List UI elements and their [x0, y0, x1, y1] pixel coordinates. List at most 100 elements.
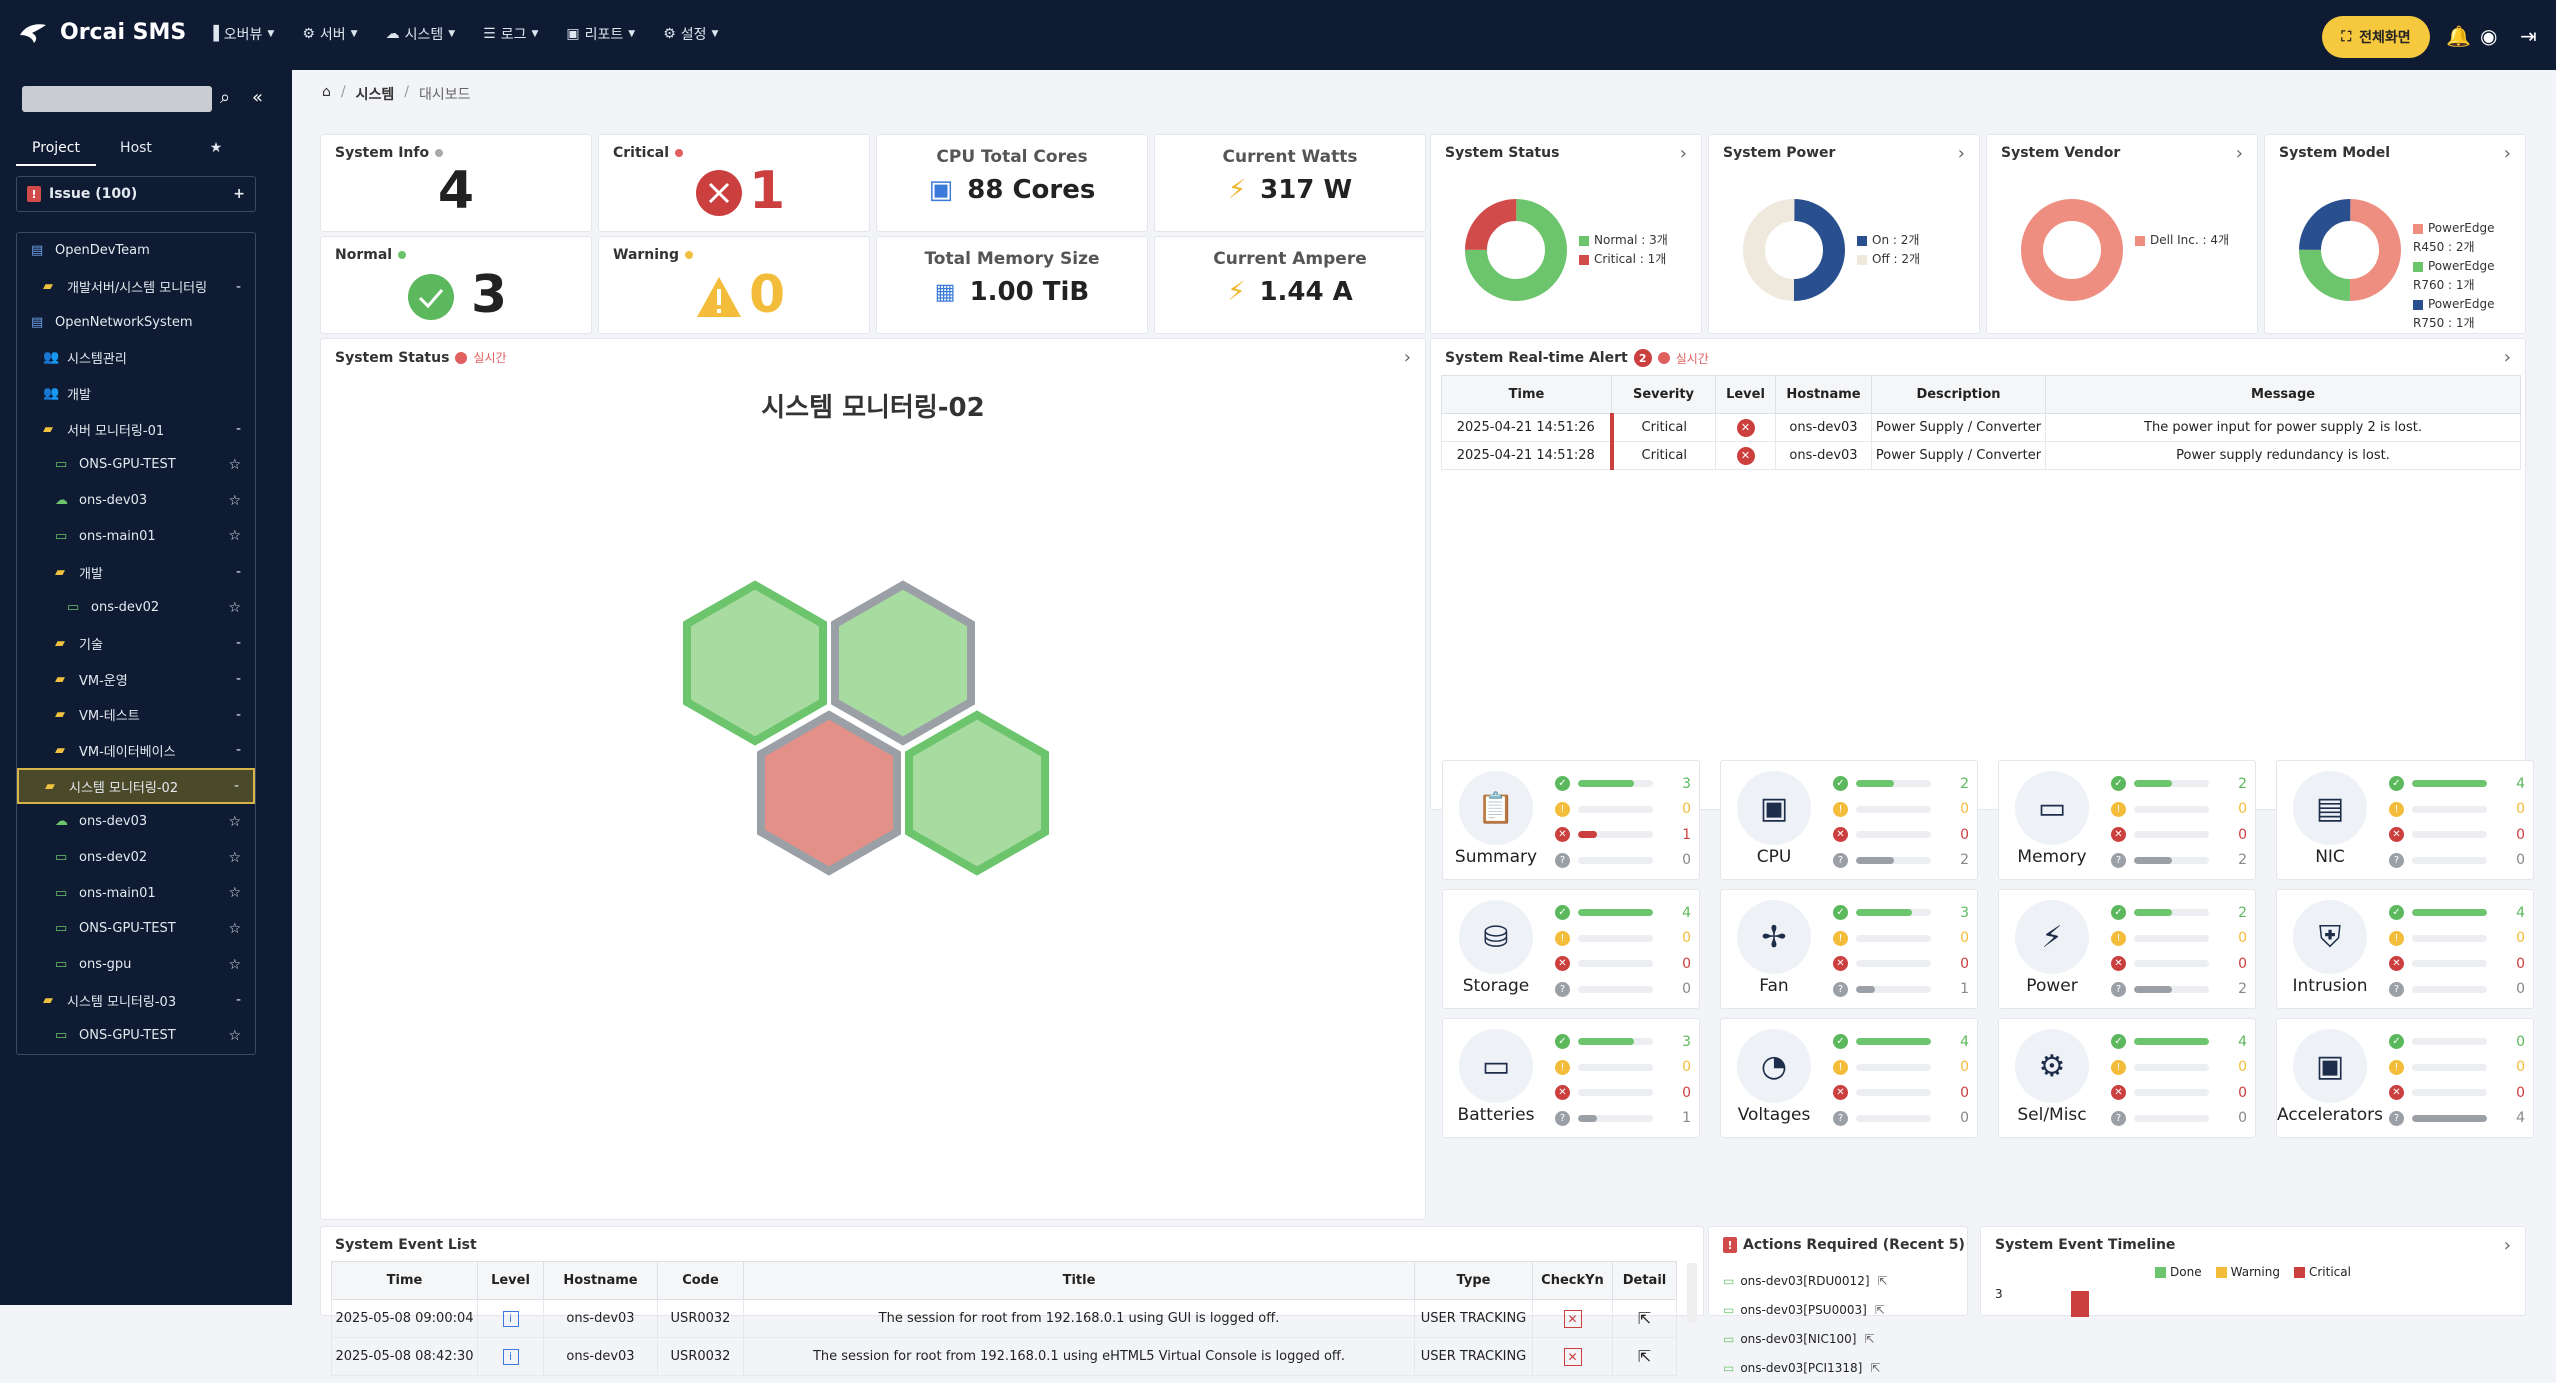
external-link-icon[interactable]: ⇱ — [1864, 1332, 1875, 1346]
tree-node[interactable]: ▰ VM-운영 - — [17, 661, 255, 697]
column-header[interactable]: Code — [657, 1261, 744, 1300]
component-card[interactable]: 📋 Summary ✓ 3! 0 ✕ 1? 0 — [1442, 760, 1700, 880]
event-detail[interactable]: ⇱ — [1612, 1337, 1677, 1376]
top-menu-item[interactable]: ☰ 로그 ▼ — [483, 24, 538, 44]
column-header[interactable]: Level — [1715, 375, 1776, 414]
tree-node[interactable]: 👥 개발 — [17, 376, 255, 412]
logout-icon[interactable]: ⇥ — [2520, 24, 2537, 48]
tree-node[interactable]: ▭ ons-dev02 ☆ — [17, 840, 255, 876]
component-card[interactable]: ▭ Batteries ✓ 3! 0 ✕ 0? 1 — [1442, 1018, 1700, 1138]
top-menu-item[interactable]: ⚙ 서버 ▼ — [302, 24, 357, 44]
component-card[interactable]: ▤ NIC ✓ 4! 0 ✕ 0? 0 — [2276, 760, 2534, 880]
component-card[interactable]: ◔ Voltages ✓ 4! 0 ✕ 0? 0 — [1720, 1018, 1978, 1138]
tree-node[interactable]: ▰ 시스템 모니터링-03 - — [17, 982, 255, 1018]
timeline-bar[interactable] — [2071, 1291, 2089, 1317]
home-icon[interactable]: ⌂ — [322, 84, 331, 100]
external-link-icon[interactable]: ⇱ — [1637, 1347, 1652, 1366]
column-header[interactable]: Hostname — [543, 1261, 658, 1300]
tree-node[interactable]: ▰ 개발서버/시스템 모니터링 - — [17, 269, 255, 305]
collapse-toggle[interactable]: - — [235, 635, 241, 652]
unchecked-icon[interactable]: ✕ — [1563, 1309, 1582, 1328]
star-icon[interactable]: ☆ — [228, 849, 241, 866]
external-link-icon[interactable]: ⇱ — [1877, 1274, 1888, 1288]
top-menu-item[interactable]: ▣ 리포트 ▼ — [566, 24, 635, 44]
tree-node[interactable]: ▤ OpenNetworkSystem — [17, 304, 255, 340]
chevron-right-icon[interactable]: › — [1403, 347, 1411, 368]
column-header[interactable]: Type — [1414, 1261, 1533, 1300]
chevron-right-icon[interactable]: › — [2235, 143, 2243, 164]
breadcrumb-level1[interactable]: 시스템 — [355, 87, 395, 103]
table-row[interactable]: 2025-04-21 14:51:26 Critical ✕ ons-dev03 Pow… — [1441, 413, 2521, 442]
column-header[interactable]: Message — [2045, 375, 2521, 414]
component-card[interactable]: ⛁ Storage ✓ 4! 0 ✕ 0? 0 — [1442, 889, 1700, 1009]
column-header[interactable]: Description — [1871, 375, 2046, 414]
star-icon[interactable]: ☆ — [228, 492, 241, 509]
column-header[interactable]: Detail — [1612, 1261, 1677, 1300]
table-row[interactable]: 2025-04-21 14:51:28 Critical ✕ ons-dev03 Pow… — [1441, 441, 2521, 470]
bell-icon[interactable]: 🔔 — [2446, 24, 2471, 48]
star-icon[interactable]: ☆ — [228, 1027, 241, 1044]
star-icon[interactable]: ☆ — [228, 813, 241, 830]
tree-node[interactable]: ▭ ons-dev02 ☆ — [17, 590, 255, 626]
host-hexagon[interactable] — [683, 580, 827, 746]
table-row[interactable]: 2025-05-08 08:42:30 i ons-dev03 USR0032 The … — [331, 1337, 1677, 1376]
column-header[interactable]: Time — [1441, 375, 1612, 414]
top-menu-item[interactable]: ⚙ 설정 ▼ — [663, 24, 718, 44]
system-info-card[interactable]: System Info 4 — [320, 134, 592, 232]
normal-card[interactable]: Normal 3 — [320, 236, 592, 334]
chevron-right-icon[interactable]: › — [1679, 143, 1687, 164]
collapse-toggle[interactable]: - — [235, 742, 241, 759]
event-checkyn[interactable]: ✕ — [1532, 1337, 1613, 1376]
component-card[interactable]: ▣ Accelerators ✓ 0! 0 ✕ 0? 4 — [2276, 1018, 2534, 1138]
collapse-toggle[interactable]: - — [233, 778, 239, 795]
external-link-icon[interactable]: ⇱ — [1870, 1361, 1881, 1375]
action-item[interactable]: ▭ ons-dev03[RDU0012] ⇱ — [1723, 1267, 1888, 1296]
donut-slice[interactable] — [2299, 199, 2401, 301]
tree-node[interactable]: ▰ 개발 - — [17, 554, 255, 590]
tree-node[interactable]: ▰ 시스템 모니터링-02 - — [17, 768, 255, 804]
tab-host[interactable]: Host — [120, 140, 152, 156]
collapse-toggle[interactable]: - — [235, 421, 241, 438]
tab-project[interactable]: Project — [16, 132, 96, 166]
star-icon[interactable]: ☆ — [228, 885, 241, 902]
event-scrollbar[interactable] — [1687, 1263, 1697, 1323]
critical-card[interactable]: Critical 1 — [598, 134, 870, 232]
collapse-toggle[interactable]: - — [235, 564, 241, 581]
donut-card[interactable]: System Status › Normal : 3개 Critical : 1개 — [1430, 134, 1702, 334]
column-header[interactable]: CheckYn — [1532, 1261, 1613, 1300]
tree-node[interactable]: ▤ OpenDevTeam — [17, 233, 255, 269]
action-item[interactable]: ▭ ons-dev03[PSU0003] ⇱ — [1723, 1296, 1888, 1325]
tree-node[interactable]: ▭ ONS-GPU-TEST ☆ — [17, 1018, 255, 1054]
top-menu-item[interactable]: ▐ 오버뷰 ▼ — [208, 24, 274, 44]
chevron-right-icon[interactable]: › — [2503, 347, 2511, 368]
tree-node[interactable]: ▭ ONS-GPU-TEST ☆ — [17, 911, 255, 947]
fullscreen-button[interactable]: ⛶ 전체화면 — [2322, 16, 2430, 58]
app-logo[interactable]: Orcai SMS — [18, 20, 186, 45]
donut-slice[interactable] — [2021, 199, 2123, 301]
star-icon[interactable]: ☆ — [228, 528, 241, 545]
issue-item[interactable]: ! Issue (100) + — [16, 176, 256, 212]
sidebar-search-input[interactable] — [22, 86, 212, 112]
star-icon[interactable]: ☆ — [228, 456, 241, 473]
host-hexagon[interactable] — [831, 580, 975, 746]
host-hexagon[interactable] — [905, 710, 1049, 876]
external-link-icon[interactable]: ⇱ — [1637, 1309, 1652, 1328]
donut-slice[interactable] — [1465, 199, 1567, 301]
chevron-right-icon[interactable]: › — [2503, 143, 2511, 164]
top-menu-item[interactable]: ☁ 시스템 ▼ — [386, 24, 456, 44]
donut-slice[interactable] — [2299, 199, 2401, 301]
collapse-toggle[interactable]: - — [235, 706, 241, 723]
action-item[interactable]: ▭ ons-dev03[NIC100] ⇱ — [1723, 1325, 1888, 1354]
component-card[interactable]: ▭ Memory ✓ 2! 0 ✕ 0? 2 — [1998, 760, 2256, 880]
chevron-right-icon[interactable]: › — [1957, 143, 1965, 164]
external-link-icon[interactable]: ⇱ — [1874, 1303, 1885, 1317]
star-icon[interactable]: ☆ — [228, 956, 241, 973]
tree-node[interactable]: ▰ VM-데이터베이스 - — [17, 733, 255, 769]
tree-node[interactable]: 👥 시스템관리 — [17, 340, 255, 376]
event-checkyn[interactable]: ✕ — [1532, 1299, 1613, 1338]
collapse-toggle[interactable]: - — [235, 992, 241, 1009]
tree-node[interactable]: ▭ ons-gpu ☆ — [17, 947, 255, 983]
host-hexagon[interactable] — [757, 710, 901, 876]
tree-node[interactable]: ▰ 서버 모니터링-01 - — [17, 411, 255, 447]
tree-node[interactable]: ☁ ons-dev03 ☆ — [17, 804, 255, 840]
